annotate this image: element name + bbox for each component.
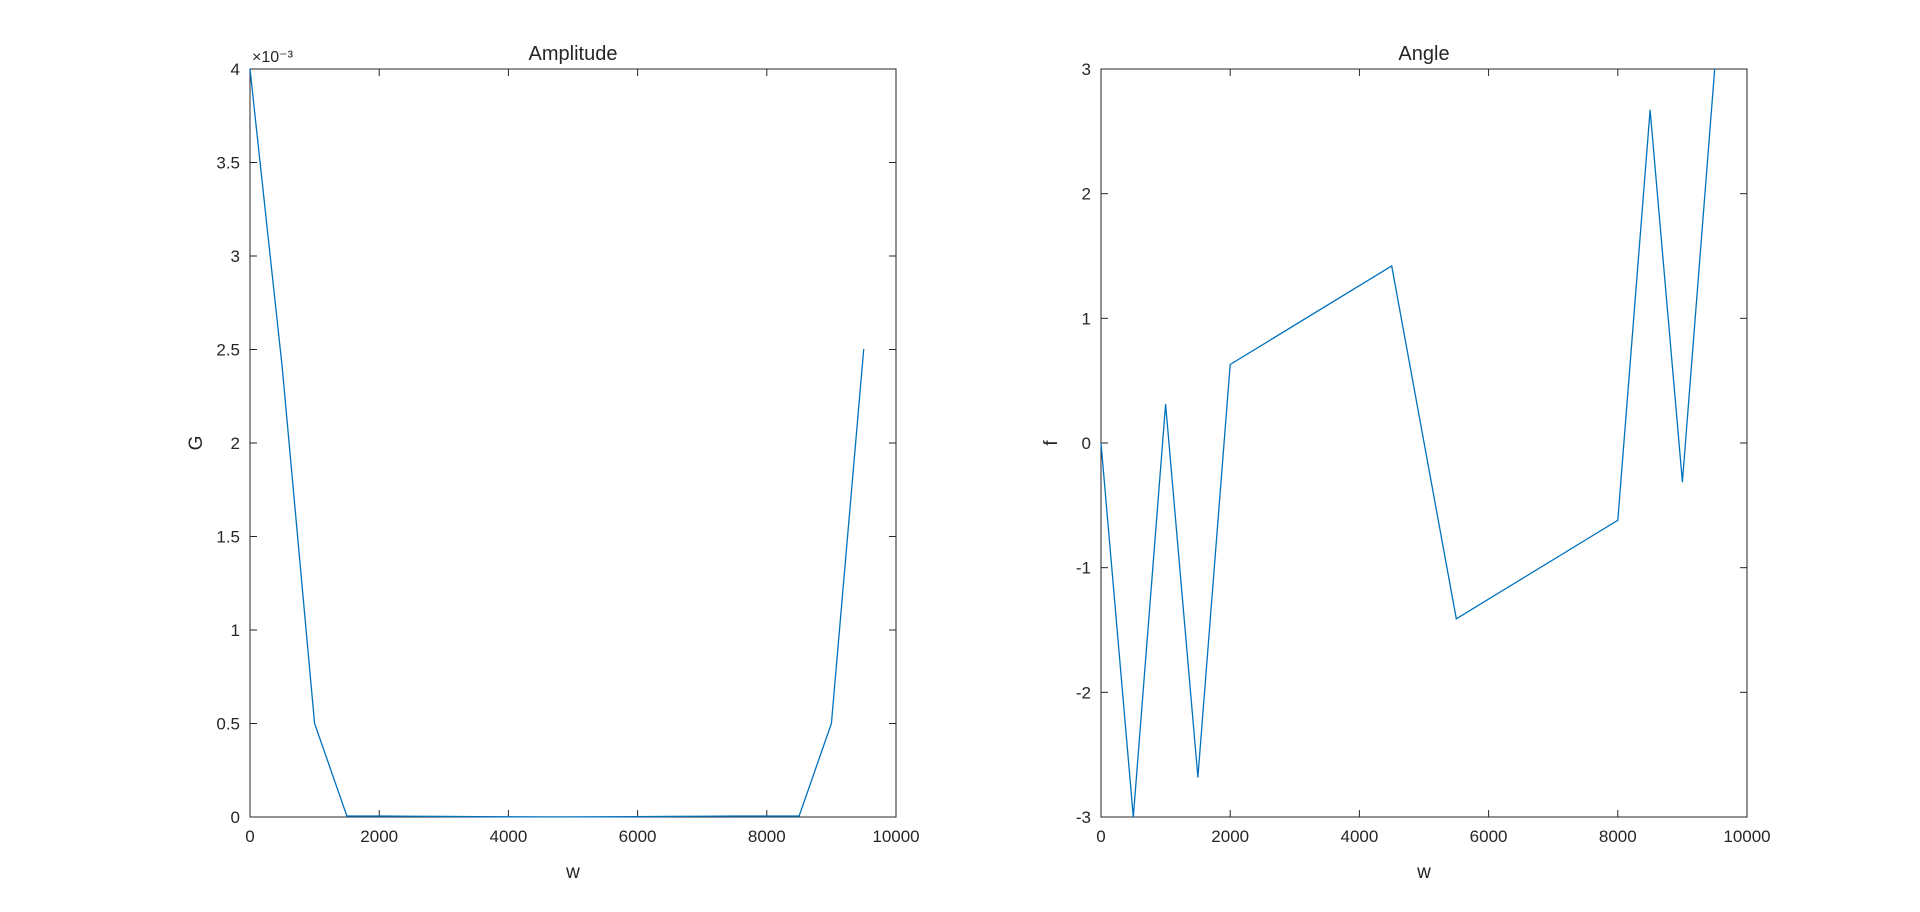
amplitude-x-tick-label: 6000 xyxy=(619,827,657,846)
amplitude-data-point xyxy=(830,722,833,725)
amplitude-data-point xyxy=(475,816,477,818)
angle-y-tick-label: 2 xyxy=(1082,185,1091,204)
angle-y-tick-label: 3 xyxy=(1082,60,1091,79)
angle-data-point xyxy=(1391,265,1393,267)
amplitude-x-label: w xyxy=(565,862,580,883)
angle-y-ticks: -3 -2 -1 0 1 2 3 xyxy=(1076,60,1747,827)
amplitude-data-point xyxy=(346,815,348,817)
amplitude-data-point xyxy=(281,367,283,369)
amplitude-y-ticks: 0 0.5 1 1.5 2 2.5 3 3.5 4 xyxy=(216,60,896,827)
amplitude-data-point xyxy=(863,348,865,351)
amplitude-y-tick-label: 3.5 xyxy=(216,154,240,173)
angle-data-point xyxy=(1681,481,1683,483)
amplitude-x-tick-label: 10000 xyxy=(872,827,919,846)
amplitude-data-point xyxy=(766,815,768,817)
angle-y-tick-label: -2 xyxy=(1076,683,1091,702)
angle-x-tick-label: 6000 xyxy=(1470,827,1508,846)
angle-y-tick-label: 0 xyxy=(1082,434,1091,453)
amplitude-title: Amplitude xyxy=(529,43,618,65)
amplitude-y-tick-label: 0 xyxy=(231,808,240,827)
amplitude-x-tick-label: 0 xyxy=(245,827,254,846)
angle-data-point xyxy=(1197,776,1199,778)
amplitude-y-tick-label: 2.5 xyxy=(216,341,240,360)
amplitude-data-point xyxy=(572,816,574,818)
angle-data-point xyxy=(1165,403,1167,405)
amplitude-y-tick-label: 0.5 xyxy=(216,715,240,734)
amplitude-subplot: 0 2000 4000 6000 8000 10000 0 0.5 1 1.5 2 2.5 3 3.5 4… xyxy=(186,43,920,883)
angle-y-tick-label: -3 xyxy=(1076,808,1091,827)
angle-title: Angle xyxy=(1398,43,1449,65)
amplitude-data-point xyxy=(314,722,316,725)
angle-x-label: w xyxy=(1416,862,1431,883)
amplitude-x-tick-label: 4000 xyxy=(489,827,527,846)
amplitude-data-point xyxy=(798,815,800,817)
amplitude-data-point xyxy=(507,816,509,818)
amplitude-axes-box xyxy=(249,68,897,818)
angle-data-point xyxy=(1714,68,1716,70)
angle-data-point xyxy=(1649,109,1651,111)
angle-data-point xyxy=(1617,519,1619,521)
amplitude-y-tick-label: 1.5 xyxy=(216,528,240,547)
angle-data-point xyxy=(1100,442,1102,444)
amplitude-data-point xyxy=(249,68,251,70)
amplitude-y-exponent: ×10⁻³ xyxy=(252,49,294,66)
amplitude-y-label: G xyxy=(186,436,207,451)
amplitude-data-point xyxy=(378,815,380,817)
amplitude-series-points xyxy=(249,68,865,818)
amplitude-y-tick-label: 4 xyxy=(231,60,240,79)
angle-x-tick-label: 8000 xyxy=(1599,827,1637,846)
angle-y-tick-label: 1 xyxy=(1082,309,1091,328)
angle-y-label: f xyxy=(1041,440,1062,446)
amplitude-y-tick-label: 2 xyxy=(231,434,240,453)
amplitude-data-point xyxy=(410,815,413,817)
amplitude-x-tick-label: 2000 xyxy=(360,827,398,846)
angle-x-ticks: 0 2000 4000 6000 8000 10000 xyxy=(1096,69,1771,846)
amplitude-y-tick-label: 1 xyxy=(231,621,240,640)
amplitude-y-tick-label: 3 xyxy=(231,247,240,266)
amplitude-x-ticks: 0 2000 4000 6000 8000 10000 xyxy=(245,69,920,846)
amplitude-x-tick-label: 8000 xyxy=(748,827,786,846)
angle-x-tick-label: 4000 xyxy=(1340,827,1378,846)
amplitude-data-point xyxy=(540,816,542,818)
angle-data-point xyxy=(1455,618,1457,620)
angle-x-tick-label: 10000 xyxy=(1723,827,1770,846)
angle-series-points xyxy=(1100,68,1716,818)
angle-data-point xyxy=(1132,816,1134,818)
amplitude-data-point xyxy=(443,815,445,818)
angle-x-tick-label: 2000 xyxy=(1211,827,1249,846)
amplitude-data-point xyxy=(701,815,703,817)
angle-x-tick-label: 0 xyxy=(1096,827,1105,846)
amplitude-data-point xyxy=(604,816,606,818)
amplitude-data-point xyxy=(669,815,671,818)
amplitude-data-point xyxy=(637,816,639,818)
amplitude-series-line xyxy=(249,68,865,818)
angle-y-tick-label: -1 xyxy=(1076,559,1091,578)
angle-data-point xyxy=(1229,363,1231,366)
amplitude-data-point xyxy=(733,815,736,817)
